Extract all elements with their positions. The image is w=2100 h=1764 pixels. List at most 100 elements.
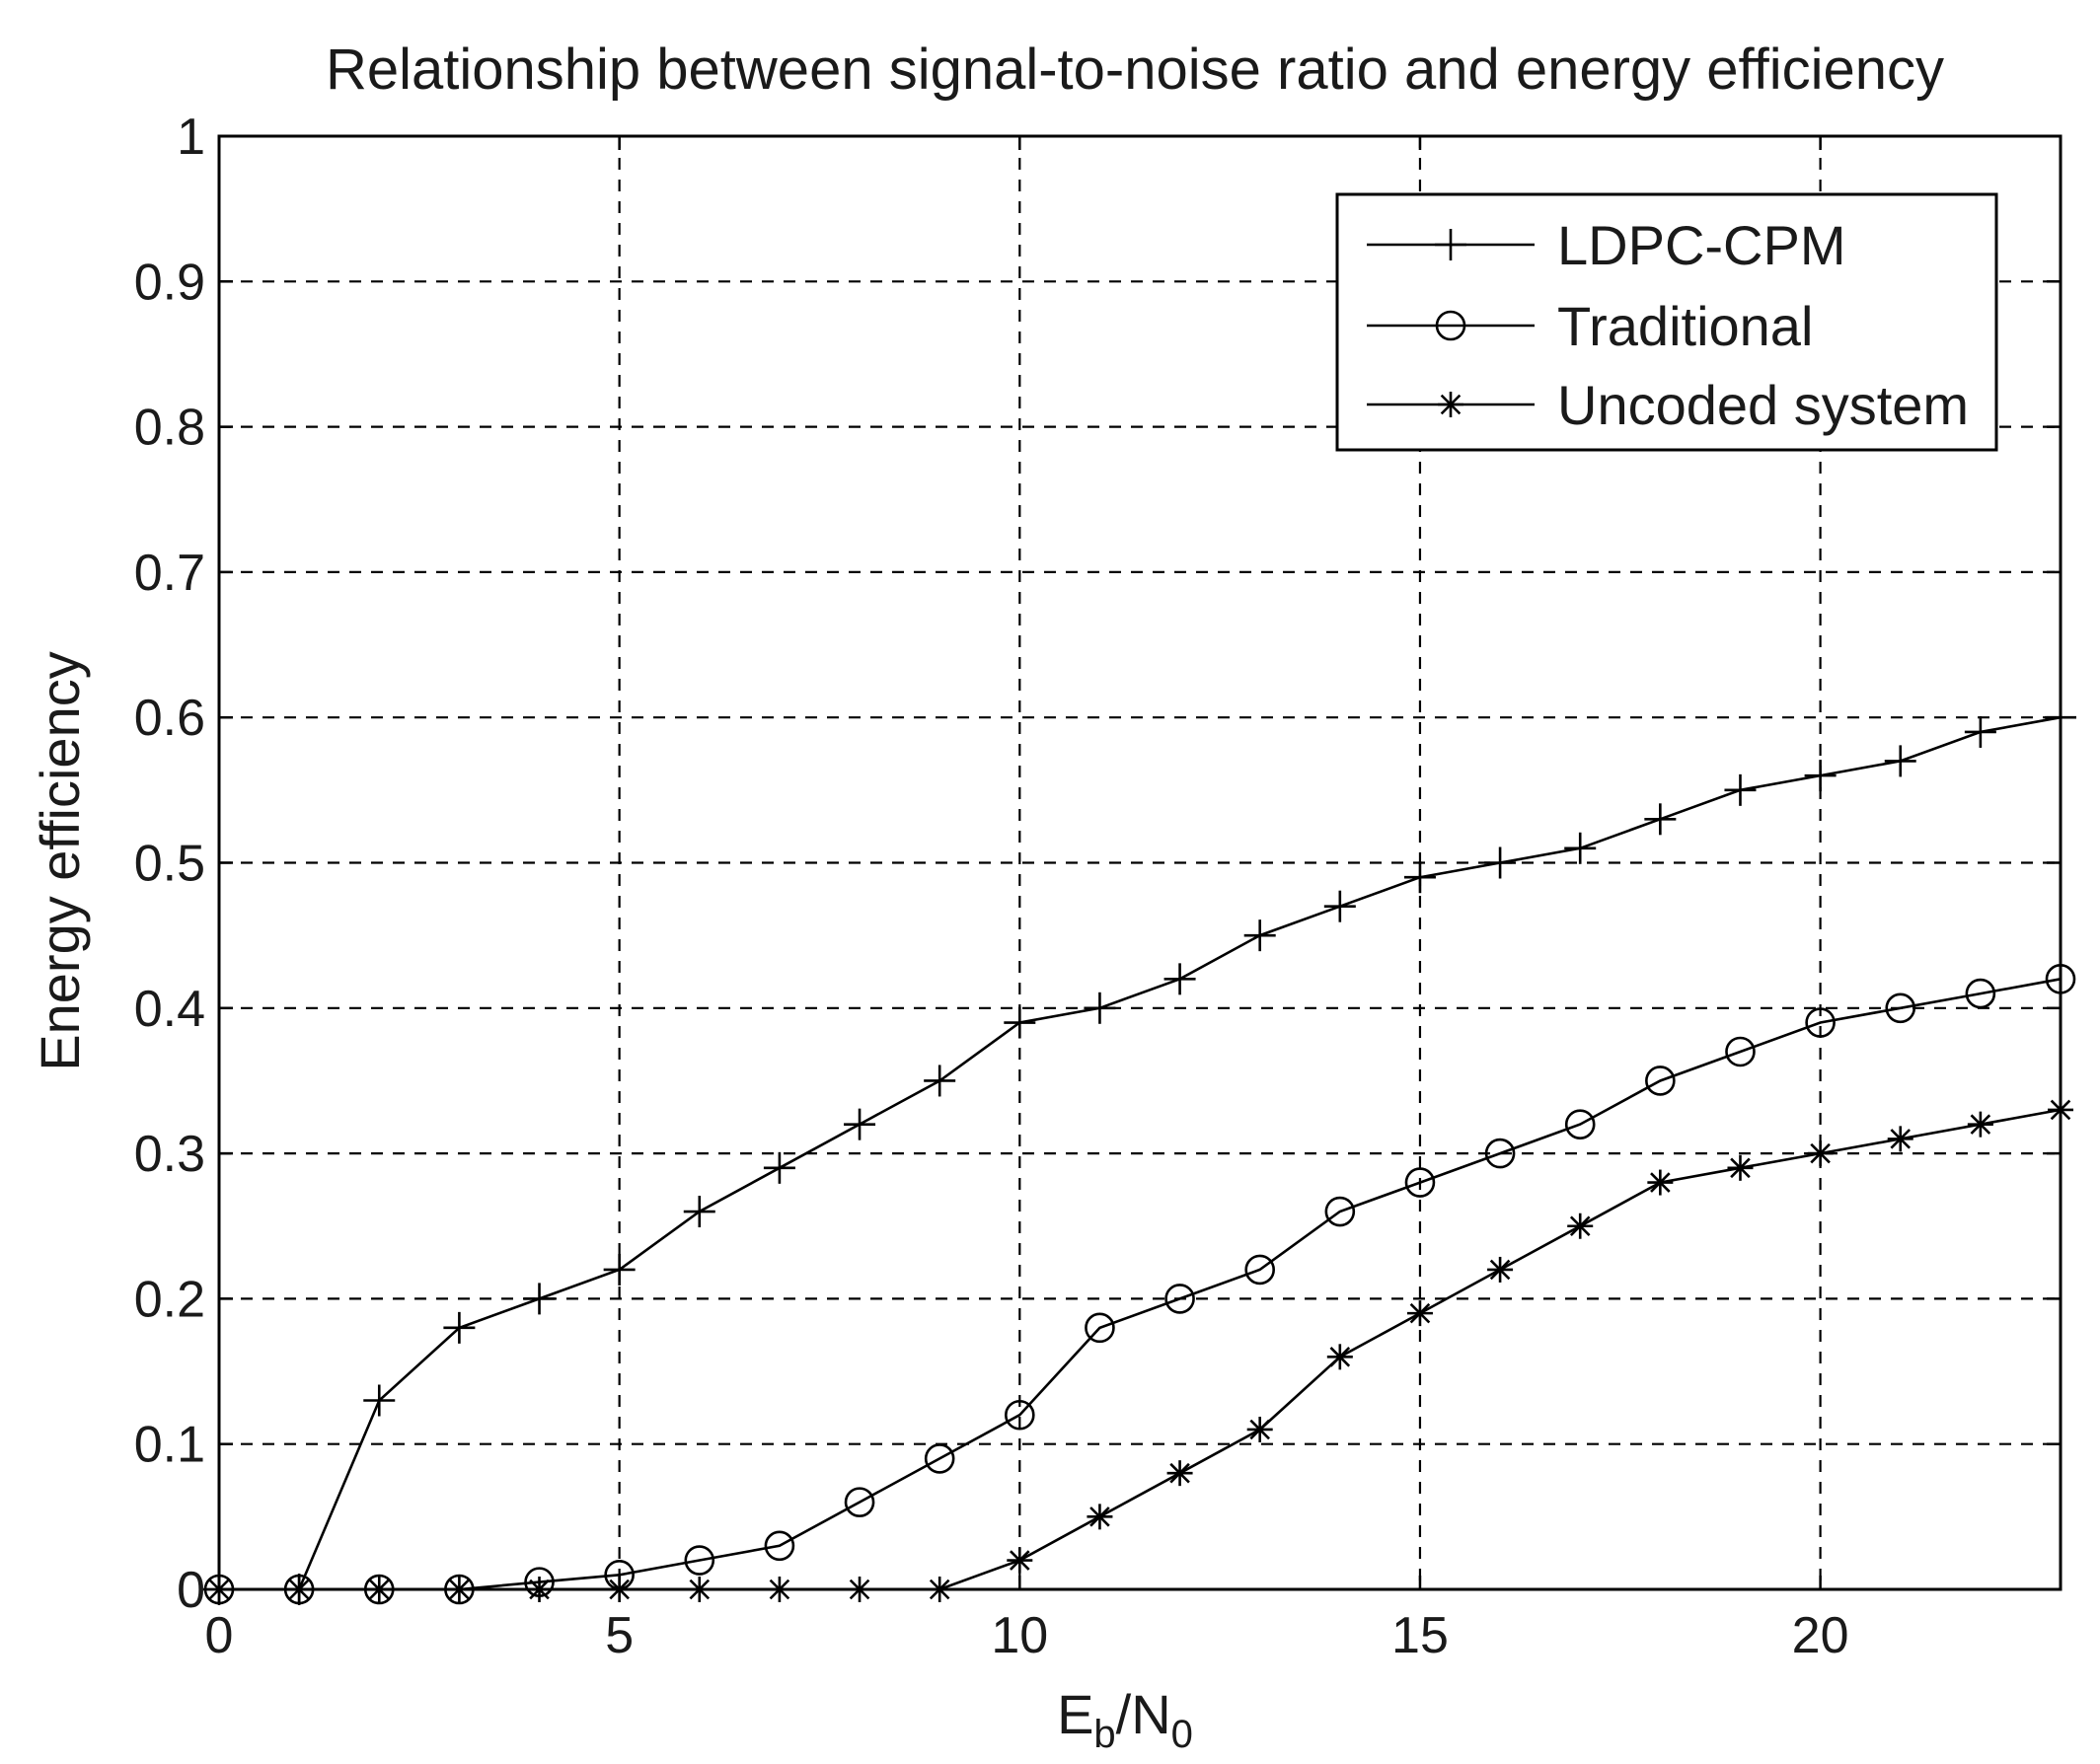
data-point-traditional-12 [1164,1284,1195,1314]
data-point-ldpc-cpm-22 [1964,715,1996,748]
data-point-uncoded-system-20 [1807,1140,1834,1167]
data-point-uncoded-system-3 [446,1577,473,1602]
data-point-ldpc-cpm-16 [1484,846,1517,879]
data-point-uncoded-system-18 [1647,1169,1674,1196]
data-point-uncoded-system-11 [1087,1504,1113,1530]
data-point-uncoded-system-21 [1887,1126,1913,1152]
data-point-uncoded-system-15 [1406,1300,1433,1327]
data-point-ldpc-cpm-18 [1644,803,1677,836]
y-axis-label: Energy efficiency [29,651,91,1070]
legend: LDPC-CPM Traditional Uncoded system [1335,192,1998,452]
data-point-ldpc-cpm-13 [1243,919,1276,952]
x-axis-label-main: E [1057,1683,1093,1745]
data-point-traditional-13 [1244,1254,1275,1286]
y-tick-label-0: 0 [177,1562,205,1619]
x-axis-label-sub-b: b [1093,1713,1115,1756]
data-point-traditional-10 [1005,1399,1035,1431]
y-tick-label-0.6: 0.6 [134,690,205,747]
data-point-traditional-15 [1404,1167,1436,1198]
x-axis-label: Eb/N0 [1057,1683,1193,1756]
data-point-traditional-22 [1965,978,1996,1009]
legend-item-ldpc-cpm: LDPC-CPM [1367,214,1845,276]
data-point-uncoded-system-13 [1246,1416,1273,1442]
legend-marker-traditional [1435,310,1466,341]
y-tick-label-0.8: 0.8 [134,400,205,457]
data-point-ldpc-cpm-6 [683,1196,715,1228]
x-tick-label-5: 5 [605,1607,634,1664]
chart-title: Relationship between signal-to-noise rat… [326,37,1944,102]
x-tick-label-15: 15 [1391,1607,1449,1664]
data-point-uncoded-system-4 [526,1577,553,1602]
data-point-traditional-6 [684,1545,715,1576]
x-tick-label-0: 0 [205,1607,234,1664]
x-tick-label-10: 10 [991,1607,1048,1664]
data-point-ldpc-cpm-7 [763,1151,795,1184]
series-group [203,701,2076,1605]
data-point-uncoded-system-22 [1967,1111,1993,1138]
x-axis-label-mid: /N [1116,1683,1171,1745]
data-point-traditional-19 [1725,1036,1756,1067]
series-ldpc-cpm [203,701,2076,1605]
legend-item-traditional: Traditional [1367,295,1813,357]
data-point-uncoded-system-7 [766,1577,792,1602]
data-point-uncoded-system-2 [366,1577,393,1602]
x-tick-label-20: 20 [1792,1607,1849,1664]
data-point-traditional-21 [1885,992,1916,1024]
data-point-ldpc-cpm-23 [2045,701,2076,734]
data-point-ldpc-cpm-15 [1403,861,1436,894]
y-tick-label-0.3: 0.3 [134,1126,205,1183]
data-point-uncoded-system-19 [1727,1154,1754,1181]
data-point-uncoded-system-1 [286,1577,313,1602]
data-point-uncoded-system-17 [1567,1213,1594,1239]
legend-label-traditional: Traditional [1557,295,1813,357]
series-uncoded-system [206,1096,2073,1602]
data-point-traditional-16 [1484,1138,1516,1169]
data-point-traditional-20 [1805,1007,1836,1038]
y-tick-label-0.9: 0.9 [134,254,205,311]
data-point-traditional-17 [1564,1109,1596,1139]
data-point-ldpc-cpm-2 [363,1384,396,1417]
data-point-uncoded-system-14 [1326,1344,1353,1370]
y-tick-label-0.7: 0.7 [134,545,205,602]
data-point-uncoded-system-10 [1007,1547,1033,1574]
data-point-ldpc-cpm-20 [1804,760,1837,792]
data-point-ldpc-cpm-9 [924,1065,956,1097]
data-point-ldpc-cpm-4 [523,1283,556,1315]
series-line-uncoded-system [219,1108,2062,1591]
data-point-ldpc-cpm-11 [1084,992,1116,1024]
data-point-traditional-14 [1324,1196,1356,1227]
y-tick-label-0.5: 0.5 [134,836,205,893]
y-tick-label-0.2: 0.2 [134,1271,205,1328]
series-line-ldpc-cpm [219,715,2062,1591]
data-point-traditional-9 [924,1443,955,1474]
legend-label-ldpc-cpm: LDPC-CPM [1557,214,1845,276]
data-point-uncoded-system-0 [206,1577,232,1602]
data-point-ldpc-cpm-10 [1004,1006,1036,1039]
legend-marker-ldpc-cpm [1435,229,1466,260]
data-point-uncoded-system-12 [1166,1460,1193,1487]
data-point-traditional-11 [1085,1312,1115,1344]
data-point-traditional-23 [2045,964,2076,994]
data-point-uncoded-system-8 [847,1577,873,1602]
data-point-ldpc-cpm-19 [1724,773,1757,806]
data-point-ldpc-cpm-12 [1163,963,1196,995]
data-point-traditional-8 [844,1487,875,1517]
data-point-ldpc-cpm-17 [1564,832,1597,864]
y-tick-label-0.1: 0.1 [134,1417,205,1474]
data-point-uncoded-system-16 [1487,1256,1514,1283]
legend-item-uncoded-system: Uncoded system [1367,374,1969,436]
data-point-ldpc-cpm-3 [443,1311,476,1344]
legend-marker-uncoded-system [1438,392,1463,417]
data-point-ldpc-cpm-14 [1323,890,1356,922]
y-tick-label-0.4: 0.4 [134,981,205,1038]
data-point-uncoded-system-6 [686,1577,712,1602]
x-axis-label-sub-0: 0 [1171,1713,1193,1756]
axis-ticks: 0 5 10 15 20 0 0.1 0.2 0.3 0.4 0.5 0.6 0.7 0.8 0.9 1 [134,109,2061,1664]
data-point-uncoded-system-9 [927,1577,953,1602]
y-tick-label-1: 1 [177,109,205,166]
legend-label-uncoded-system: Uncoded system [1557,374,1969,436]
data-point-ldpc-cpm-21 [1884,745,1916,777]
data-point-ldpc-cpm-5 [603,1253,636,1286]
data-point-uncoded-system-5 [606,1577,633,1602]
